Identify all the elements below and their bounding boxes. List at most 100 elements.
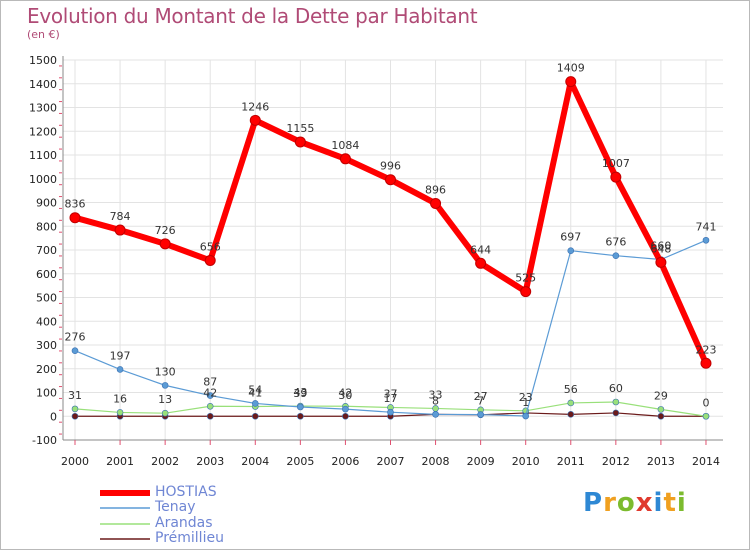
data-label: 644 — [470, 243, 491, 256]
data-label: 54 — [248, 383, 262, 396]
data-point — [342, 405, 349, 413]
data-label: 223 — [695, 343, 716, 356]
y-tick-label: 1300 — [29, 102, 57, 115]
y-tick-label: 500 — [36, 292, 57, 305]
data-label: 656 — [200, 240, 221, 253]
legend-label-premillieu: Prémillieu — [155, 530, 224, 546]
chart-unit: (en €) — [27, 28, 60, 41]
data-label: 42 — [203, 386, 217, 399]
y-tick-label: 1400 — [29, 78, 57, 91]
axes — [59, 56, 723, 445]
data-point — [432, 411, 439, 418]
data-point — [251, 400, 259, 407]
data-point — [475, 257, 487, 269]
data-point — [384, 174, 396, 186]
data-point — [116, 366, 124, 373]
y-tick-label: 1500 — [29, 54, 57, 67]
data-label: 0 — [702, 396, 709, 409]
y-tick-labels: -100 0 100 200 300 400 500 600 700 800 900 1000 1100… — [29, 54, 57, 447]
data-label: 741 — [695, 220, 716, 233]
x-tick-label: 2010 — [512, 455, 540, 468]
data-point — [700, 357, 712, 369]
y-tick-label: 1100 — [29, 149, 57, 162]
x-tick-label: 2008 — [422, 455, 450, 468]
data-point — [567, 399, 575, 407]
data-point — [522, 412, 530, 420]
data-label: 33 — [429, 388, 443, 401]
data-point — [342, 412, 349, 420]
data-label: 1007 — [602, 157, 630, 170]
data-label: 41 — [248, 387, 262, 400]
data-point — [71, 405, 79, 413]
series-lines — [69, 76, 712, 420]
data-point — [612, 409, 620, 417]
data-point — [612, 252, 620, 259]
data-labels: 836 784 726 656 1246 1155 1084 996 896 644 525 1409… — [65, 62, 717, 410]
data-label: 1409 — [557, 62, 585, 75]
data-label: 56 — [564, 383, 578, 396]
data-label: 27 — [474, 390, 488, 403]
data-label: 130 — [155, 365, 176, 378]
data-label: 43 — [293, 386, 307, 399]
data-label: 697 — [560, 231, 581, 244]
data-label: 676 — [605, 236, 626, 249]
data-point — [702, 236, 710, 244]
x-tick-label: 2009 — [467, 455, 495, 468]
data-label: 1155 — [286, 122, 314, 135]
x-tick-label: 2011 — [557, 455, 585, 468]
data-label: 836 — [65, 198, 86, 211]
data-point — [657, 412, 665, 420]
data-label: 648 — [650, 242, 671, 255]
y-tick-label: -100 — [32, 434, 57, 447]
data-point — [249, 114, 261, 126]
data-label: 896 — [425, 183, 446, 196]
data-label: 8 — [432, 394, 439, 407]
proxiti-logo: Proxiti — [583, 488, 687, 518]
data-point — [159, 238, 171, 250]
x-tick-label: 2005 — [286, 455, 314, 468]
data-label: 996 — [380, 160, 401, 173]
data-point — [477, 411, 484, 418]
data-point — [612, 398, 620, 406]
data-label: 60 — [609, 382, 623, 395]
data-point — [116, 409, 124, 416]
data-label: 1 — [522, 396, 529, 409]
data-label: 660 — [650, 240, 671, 253]
data-point — [204, 254, 216, 266]
y-tick-label: 100 — [36, 387, 57, 400]
data-point — [565, 76, 577, 88]
x-tick-label: 2004 — [241, 455, 269, 468]
data-point — [657, 406, 665, 413]
data-label: 39 — [293, 387, 307, 400]
x-tick-label: 2013 — [647, 455, 675, 468]
data-label: 276 — [65, 331, 86, 344]
y-tick-label: 300 — [36, 339, 57, 352]
data-point — [161, 409, 169, 417]
data-label: 30 — [338, 389, 352, 402]
y-tick-label: 1200 — [29, 125, 57, 138]
data-point — [206, 412, 214, 420]
data-label: 42 — [338, 386, 352, 399]
data-point — [567, 247, 575, 255]
data-point — [69, 212, 81, 224]
x-tick-label: 2001 — [106, 455, 134, 468]
y-tick-label: 1000 — [29, 173, 57, 186]
data-point — [297, 412, 304, 420]
data-label: 37 — [383, 387, 397, 400]
grid-lines — [63, 59, 723, 441]
data-point — [655, 256, 667, 268]
data-point — [71, 347, 79, 355]
data-label: 1246 — [241, 100, 269, 113]
data-point — [114, 224, 126, 236]
data-point — [567, 411, 575, 418]
data-label: 726 — [155, 224, 176, 237]
data-point — [206, 392, 214, 399]
data-point — [297, 403, 304, 411]
legend-swatches — [100, 490, 150, 540]
data-point — [71, 412, 79, 420]
data-point — [702, 412, 710, 420]
data-point — [339, 153, 351, 165]
data-point — [294, 136, 306, 148]
chart-title: Evolution du Montant de la Dette par Hab… — [27, 4, 478, 28]
